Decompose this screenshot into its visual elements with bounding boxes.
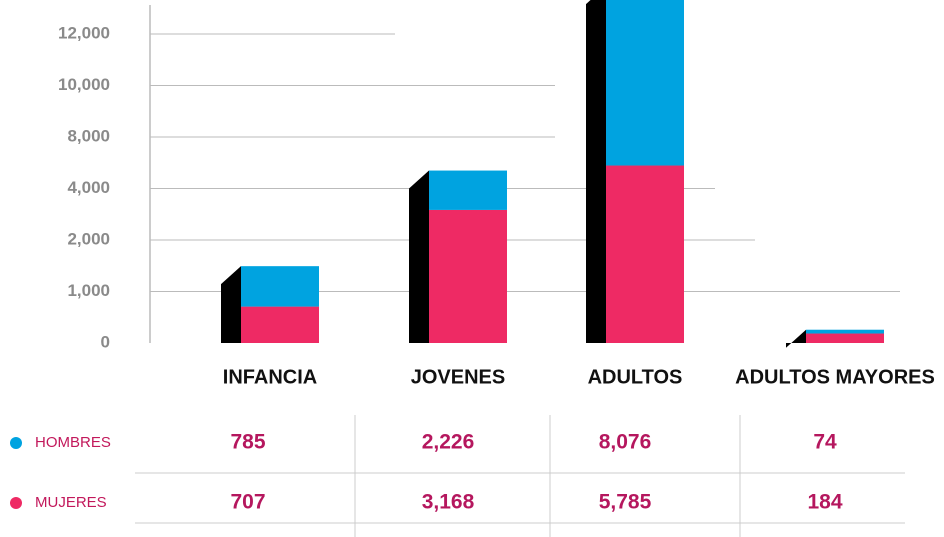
bar bbox=[806, 329, 884, 334]
y-tick-label: 8,000 bbox=[67, 126, 110, 145]
x-tick-label: JOVENES bbox=[411, 366, 505, 388]
bar bbox=[606, 0, 684, 166]
x-tick-label: INFANCIA bbox=[223, 366, 317, 388]
y-tick-label: 2,000 bbox=[67, 229, 110, 248]
bar bbox=[429, 209, 507, 343]
y-tick-label: 10,000 bbox=[58, 75, 110, 94]
bar bbox=[241, 306, 319, 343]
bar-side bbox=[409, 170, 429, 343]
value-label: 785 bbox=[230, 431, 265, 454]
value-label: 2,226 bbox=[422, 431, 475, 454]
bar-side bbox=[221, 266, 241, 343]
x-tick-label: ADULTOS MAYORES bbox=[735, 366, 935, 388]
legend-marker bbox=[10, 497, 22, 509]
legend-label: HOMBRES bbox=[35, 434, 111, 451]
value-label: 3,168 bbox=[422, 491, 475, 514]
value-label: 707 bbox=[230, 491, 265, 514]
legend-marker bbox=[10, 437, 22, 449]
bar bbox=[606, 165, 684, 343]
bar bbox=[241, 266, 319, 307]
bar-side bbox=[786, 329, 806, 348]
y-tick-label: 12,000 bbox=[58, 23, 110, 42]
bar bbox=[429, 170, 507, 210]
value-label: 8,076 bbox=[599, 431, 652, 454]
y-tick-label: 4,000 bbox=[67, 178, 110, 197]
y-tick-label: 1,000 bbox=[67, 281, 110, 300]
value-label: 74 bbox=[813, 431, 837, 454]
value-label: 5,785 bbox=[599, 491, 652, 514]
y-tick-label: 0 bbox=[101, 332, 110, 351]
legend-label: MUJERES bbox=[35, 494, 107, 511]
bar bbox=[806, 333, 884, 343]
bar-side bbox=[586, 0, 606, 343]
x-tick-label: ADULTOS bbox=[588, 366, 683, 388]
value-label: 184 bbox=[807, 491, 842, 514]
